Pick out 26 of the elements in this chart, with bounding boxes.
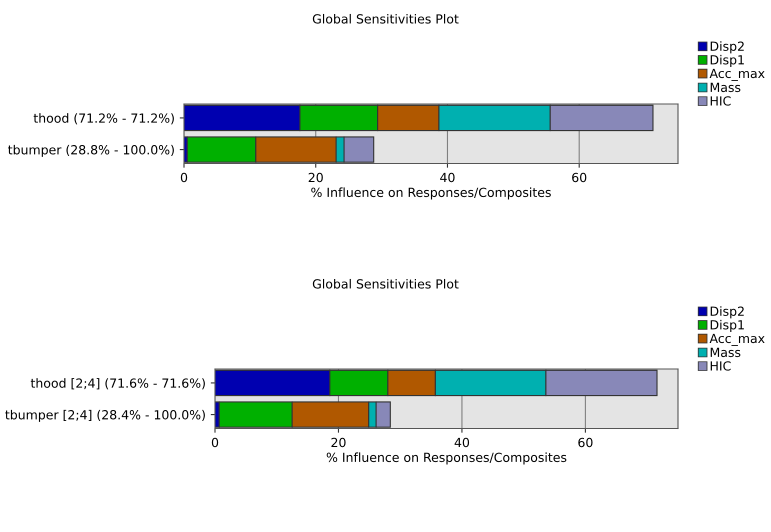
x-axis-title: % Influence on Responses/Composites — [326, 452, 566, 464]
x-tick-label: 20 — [331, 438, 346, 448]
legend-label: Disp2 — [710, 306, 744, 318]
legend-label: Mass — [710, 82, 740, 92]
chart-title: Global Sensitivities Plot — [312, 278, 459, 289]
legend-label: HIC — [710, 361, 731, 371]
y-tick-label: tbumper (28.8% - 100.0%) — [8, 144, 174, 157]
x-tick-label: 60 — [578, 438, 593, 448]
y-tick-label: thood [2;4] (71.6% - 71.6%) — [30, 378, 205, 390]
legend-label: Mass — [710, 348, 740, 358]
chart-title: Global Sensitivities Plot — [312, 14, 459, 24]
x-tick-label: 40 — [440, 172, 455, 182]
legend-label: Acc_max — [710, 68, 765, 81]
x-axis-title: % Influence on Responses/Composites — [311, 187, 551, 200]
x-tick-label: 60 — [572, 172, 586, 182]
legend-label: Disp1 — [710, 54, 744, 67]
x-tick-label: 20 — [308, 172, 323, 182]
x-tick-label: 0 — [180, 172, 188, 182]
y-tick-label: thood (71.2% - 71.2%) — [34, 113, 174, 124]
x-tick-label: 40 — [454, 438, 470, 448]
legend-label: HIC — [710, 96, 731, 106]
legend-label: Disp1 — [710, 320, 744, 332]
x-tick-label: 0 — [212, 438, 218, 448]
y-tick-label: tbumper [2;4] (28.4% - 100.0%) — [5, 410, 205, 422]
legend-label: Acc_max — [710, 334, 765, 346]
legend-label: Disp2 — [710, 41, 744, 54]
